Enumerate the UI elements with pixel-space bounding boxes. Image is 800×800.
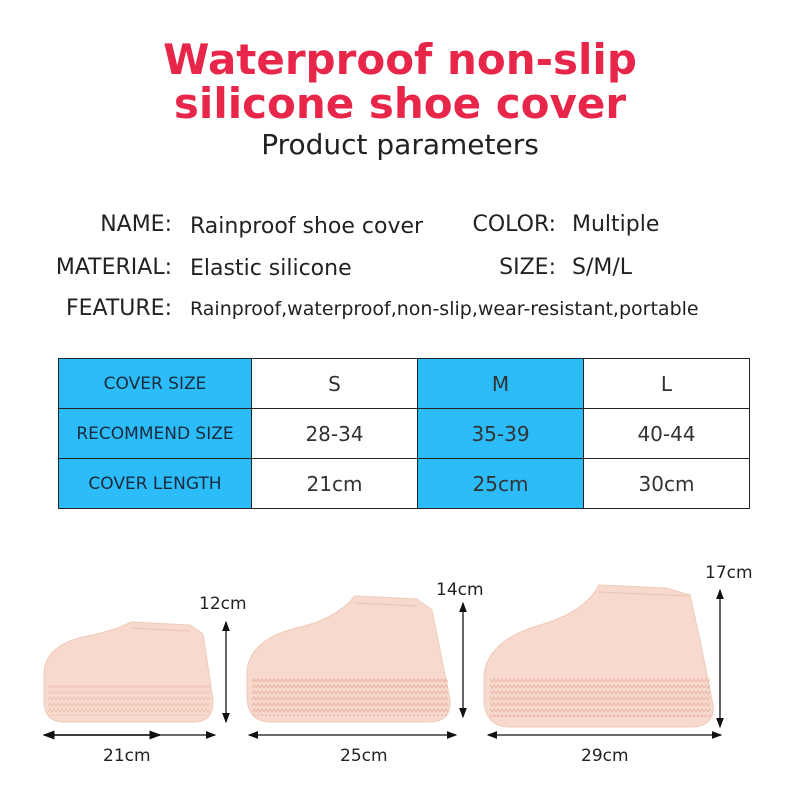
- height-label-s: 12cm: [199, 594, 247, 614]
- table-cell: 25cm: [417, 458, 584, 509]
- table-cell: 35-39: [417, 408, 584, 459]
- color-label: COLOR:: [472, 212, 557, 237]
- width-label-m: 25cm: [340, 746, 388, 766]
- shoe-small: [43, 621, 214, 723]
- name-value: Rainproof shoe cover: [190, 214, 424, 239]
- title-line-2: silicone shoe cover: [173, 79, 627, 128]
- shoe-large-drawing: [483, 584, 714, 728]
- feature-label: FEATURE:: [65, 296, 172, 321]
- size-table: COVER SIZE S M L RECOMMEND SIZE 28-34 35…: [58, 358, 750, 509]
- height-label-l: 17cm: [705, 563, 753, 583]
- table-cell: 30cm: [583, 458, 750, 509]
- subtitle: Product parameters: [261, 128, 539, 161]
- row-header: COVER SIZE: [58, 358, 252, 409]
- table-cell: M: [417, 358, 584, 409]
- size-label: SIZE:: [499, 255, 556, 280]
- row-header: COVER LENGTH: [58, 458, 252, 509]
- table-row: COVER LENGTH 21cm 25cm 30cm: [58, 458, 750, 509]
- table-cell: 21cm: [251, 458, 418, 509]
- material-value: Elastic silicone: [190, 256, 352, 281]
- feature-value: Rainproof,waterproof,non-slip,wear-resis…: [190, 298, 699, 320]
- width-label-s: 21cm: [103, 746, 151, 766]
- color-value: Multiple: [572, 212, 660, 237]
- title-line-1: Waterproof non-slip: [163, 35, 637, 84]
- shoe-medium-drawing: [246, 595, 451, 723]
- material-label: MATERIAL:: [55, 255, 172, 280]
- name-label: NAME:: [100, 212, 172, 237]
- size-value: S/M/L: [572, 255, 633, 280]
- table-row: COVER SIZE S M L: [58, 358, 750, 409]
- width-label-l: 29cm: [581, 746, 629, 766]
- height-label-m: 14cm: [436, 580, 484, 600]
- table-cell: 28-34: [251, 408, 418, 459]
- table-cell: 40-44: [583, 408, 750, 459]
- table-row: RECOMMEND SIZE 28-34 35-39 40-44: [58, 408, 750, 459]
- table-cell: L: [583, 358, 750, 409]
